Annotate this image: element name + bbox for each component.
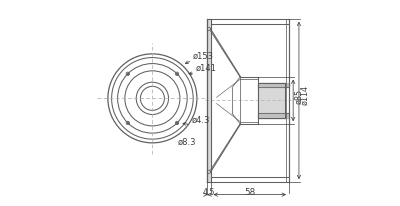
Text: 4,5: 4,5 [203,187,215,196]
Text: ø141: ø141 [196,64,217,73]
Circle shape [127,123,129,124]
Text: ø4.3: ø4.3 [191,115,210,124]
Circle shape [176,74,178,75]
Text: ø153: ø153 [192,51,214,60]
Text: 58: 58 [244,187,256,196]
Text: ø85: ø85 [294,88,303,103]
Text: ø114: ø114 [300,84,309,104]
Circle shape [127,74,129,75]
Text: ø8.3: ø8.3 [177,137,196,146]
Circle shape [176,123,178,124]
